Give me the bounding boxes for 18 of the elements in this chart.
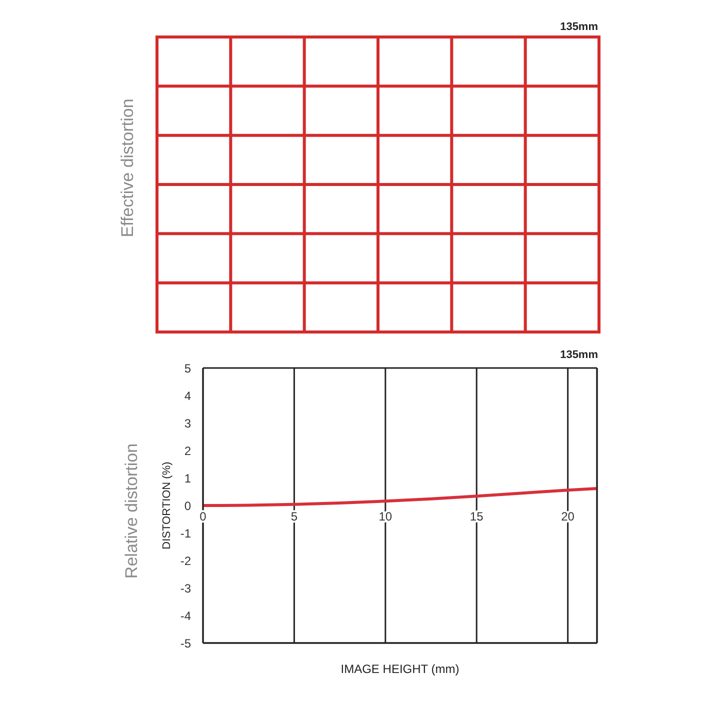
text: Relative distortion [122, 443, 142, 579]
y-tick-label: 4 [184, 388, 192, 403]
y-tick-label: 2 [184, 444, 192, 458]
y-tick-label: -4 [180, 608, 192, 623]
y-axis-title: DISTORTION (%) [160, 462, 173, 550]
text: Effective distortion [118, 98, 138, 238]
y-tick-label: 1 [184, 471, 192, 486]
y-tick-label: 0 [184, 498, 192, 513]
x-axis-title: IMAGE HEIGHT (mm) [340, 662, 460, 676]
text: 135mm [560, 20, 598, 34]
y-tick-label: 3 [184, 416, 192, 430]
y-tick-label: -1 [180, 526, 192, 540]
line-series [203, 486, 597, 507]
y-tick-label: -5 [180, 636, 192, 650]
chart-title: 135mm [560, 348, 598, 362]
y-tick-label: -3 [180, 581, 192, 596]
y-tick-label: -2 [180, 554, 192, 568]
y-tick-label: 5 [184, 361, 192, 376]
